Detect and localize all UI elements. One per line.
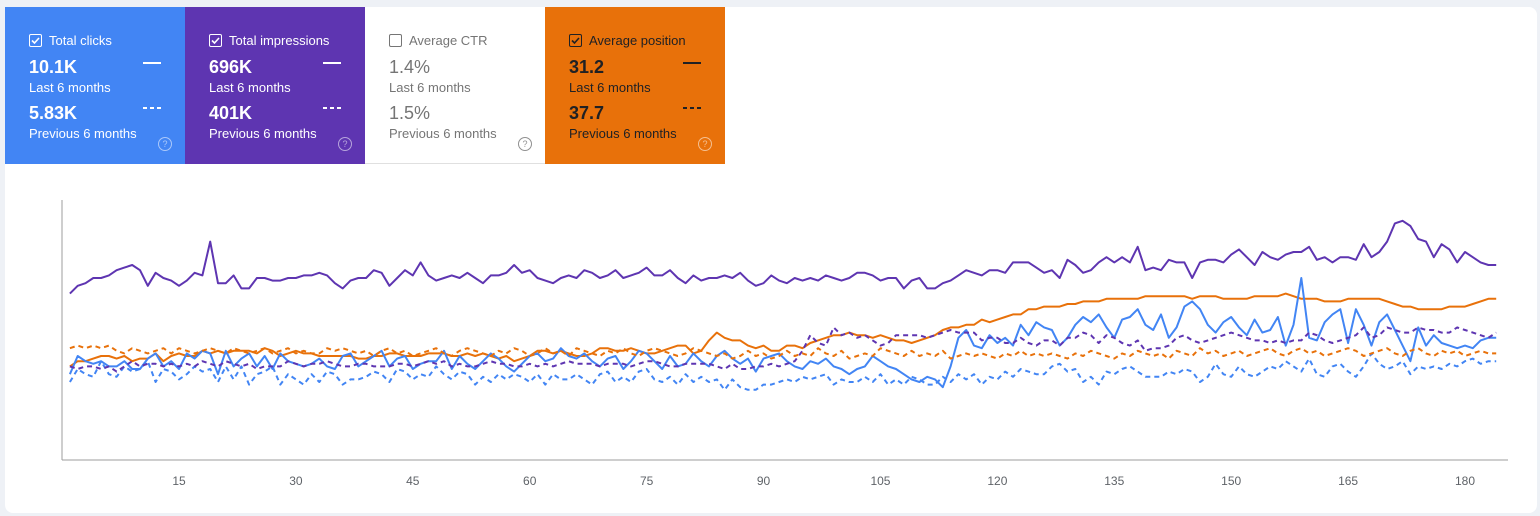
- metric-period-previous: Previous 6 months: [569, 126, 677, 141]
- x-tick-label: 105: [870, 474, 890, 488]
- x-tick-label: 75: [640, 474, 654, 488]
- metric-tile-average-position[interactable]: Average position 31.2 Last 6 months 37.7…: [545, 7, 725, 164]
- series-line-total-clicks-previous-6-months[interactable]: [69, 352, 1497, 391]
- metric-value-previous: 401K: [209, 103, 253, 123]
- metric-label: Average position: [589, 32, 686, 48]
- metric-header: Average CTR: [389, 32, 488, 48]
- metric-value-previous: 37.7: [569, 103, 605, 123]
- metric-value-current: 31.2: [569, 57, 605, 77]
- metric-label: Total impressions: [229, 32, 330, 48]
- metric-tile-total-impressions[interactable]: Total impressions 696K Last 6 months 401…: [185, 7, 365, 164]
- metric-period-current: Last 6 months: [569, 80, 651, 95]
- x-tick-label: 15: [172, 474, 186, 488]
- metric-label: Average CTR: [409, 32, 488, 48]
- x-tick-label: 45: [406, 474, 420, 488]
- metric-period-previous: Previous 6 months: [389, 126, 497, 141]
- series-line-total-impressions-previous-6-months[interactable]: [69, 326, 1497, 373]
- metric-header: Average position: [569, 32, 686, 48]
- checkbox-checked-icon[interactable]: [569, 33, 582, 47]
- chart-series: [68, 219, 1497, 391]
- x-tick-label: 120: [987, 474, 1007, 488]
- metric-period-previous: Previous 6 months: [209, 126, 317, 141]
- chart-axes: [61, 200, 1508, 461]
- x-tick-label: 30: [289, 474, 303, 488]
- metric-header: Total clicks: [29, 32, 112, 48]
- x-axis-ticks: 15 30 45 60 75 90 105 120 135 150 165 180: [172, 474, 1475, 488]
- solid-line-legend-icon: [323, 62, 341, 64]
- x-tick-label: 60: [523, 474, 537, 488]
- metric-period-current: Last 6 months: [209, 80, 291, 95]
- checkbox-checked-icon[interactable]: [209, 33, 222, 47]
- help-icon[interactable]: ?: [338, 137, 352, 151]
- metric-tile-average-ctr[interactable]: Average CTR 1.4% Last 6 months 1.5% Prev…: [365, 7, 545, 164]
- metric-value-current: 10.1K: [29, 57, 78, 77]
- dashed-line-legend-icon: [323, 107, 341, 109]
- metric-value-previous: 1.5%: [389, 103, 431, 123]
- solid-line-legend-icon: [683, 62, 701, 64]
- metric-period-current: Last 6 months: [29, 80, 111, 95]
- metric-header: Total impressions: [209, 32, 329, 48]
- x-tick-label: 165: [1338, 474, 1358, 488]
- metric-period-current: Last 6 months: [389, 80, 471, 95]
- x-tick-label: 150: [1221, 474, 1241, 488]
- metric-value-current: 1.4%: [389, 57, 431, 77]
- x-tick-label: 135: [1104, 474, 1124, 488]
- help-icon[interactable]: ?: [698, 137, 712, 151]
- dashed-line-legend-icon: [143, 107, 161, 109]
- metric-label: Total clicks: [49, 32, 112, 48]
- series-line-total-impressions[interactable]: [69, 219, 1497, 295]
- series-line-total-clicks[interactable]: [68, 277, 1497, 389]
- x-tick-label: 180: [1455, 474, 1475, 488]
- metric-value-current: 696K: [209, 57, 253, 77]
- metric-value-previous: 5.83K: [29, 103, 78, 123]
- checkbox-unchecked-icon[interactable]: [389, 33, 402, 47]
- metric-tile-total-clicks[interactable]: Total clicks 10.1K Last 6 months 5.83K P…: [5, 7, 185, 164]
- dashed-line-legend-icon: [683, 107, 701, 109]
- help-icon[interactable]: ?: [518, 137, 532, 151]
- series-line-average-position[interactable]: [69, 292, 1497, 368]
- solid-line-legend-icon: [143, 62, 161, 64]
- checkbox-checked-icon[interactable]: [29, 33, 42, 47]
- x-tick-label: 90: [757, 474, 771, 488]
- help-icon[interactable]: ?: [158, 137, 172, 151]
- series-line-average-position-previous-6-months[interactable]: [69, 344, 1497, 360]
- metric-period-previous: Previous 6 months: [29, 126, 137, 141]
